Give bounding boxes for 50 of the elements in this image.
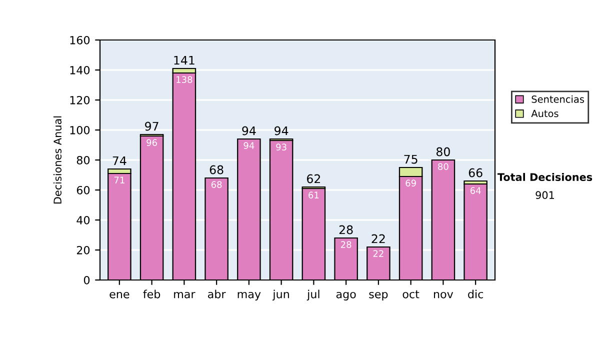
data-label: 64 — [470, 187, 481, 194]
x-tick-label: ene — [110, 292, 130, 298]
total-label: 80 — [436, 147, 450, 156]
x-tick-label: dic — [468, 290, 484, 298]
data-label: 68 — [211, 181, 222, 188]
y-tick-label: 20 — [76, 246, 90, 254]
total-label: 94 — [242, 126, 256, 136]
y-tick-label: 80 — [76, 156, 90, 164]
total-label: 66 — [468, 168, 482, 178]
x-tick-label: oct — [402, 290, 420, 298]
x-tick-label: abr — [208, 290, 226, 298]
y-tick-label: 40 — [76, 216, 90, 224]
data-label: 71 — [114, 176, 124, 184]
x-tick-label: may — [238, 292, 261, 300]
total-label: 75 — [404, 154, 418, 164]
data-label: 138 — [176, 76, 192, 83]
data-label: 69 — [406, 180, 416, 186]
y-tick-label: 140 — [70, 66, 90, 74]
text: Total Decisiones — [497, 172, 592, 182]
data-label: 61 — [308, 192, 319, 198]
x-tick-label: feb — [143, 290, 160, 298]
y-tick-label: 120 — [70, 96, 90, 104]
x-tick-label: sep — [369, 292, 388, 300]
total-label: 74 — [112, 156, 126, 166]
y-tick-label: 0 — [84, 276, 90, 284]
total-label: 141 — [174, 56, 194, 65]
y-axis-title: Decisiones Anual — [53, 116, 62, 204]
legend-label: Autos — [531, 110, 558, 118]
x-tick-label: jun — [272, 290, 289, 300]
total-label: 22 — [372, 234, 385, 244]
x-tick-label: ago — [336, 292, 356, 300]
total-label: 94 — [274, 126, 288, 136]
x-tick-label: jul — [306, 290, 320, 300]
x-tick-label: mar — [174, 292, 196, 298]
total-label: 62 — [307, 174, 320, 184]
total-label: 68 — [210, 165, 224, 174]
legend-label: Sentencias — [532, 95, 584, 103]
data-label: 22 — [373, 250, 384, 257]
data-label: 96 — [146, 139, 157, 146]
data-label: 80 — [438, 163, 448, 170]
data-label: 28 — [340, 241, 352, 248]
y-tick-label: 160 — [70, 36, 90, 44]
total-label: 28 — [339, 225, 353, 234]
y-tick-label: 60 — [76, 186, 90, 194]
x-tick-label: nov — [434, 292, 454, 298]
y-tick-label: 100 — [70, 126, 90, 134]
total-label: 97 — [145, 122, 158, 131]
data-label: 93 — [276, 144, 286, 150]
text: 901 — [536, 191, 554, 200]
data-label: 94 — [244, 142, 254, 149]
